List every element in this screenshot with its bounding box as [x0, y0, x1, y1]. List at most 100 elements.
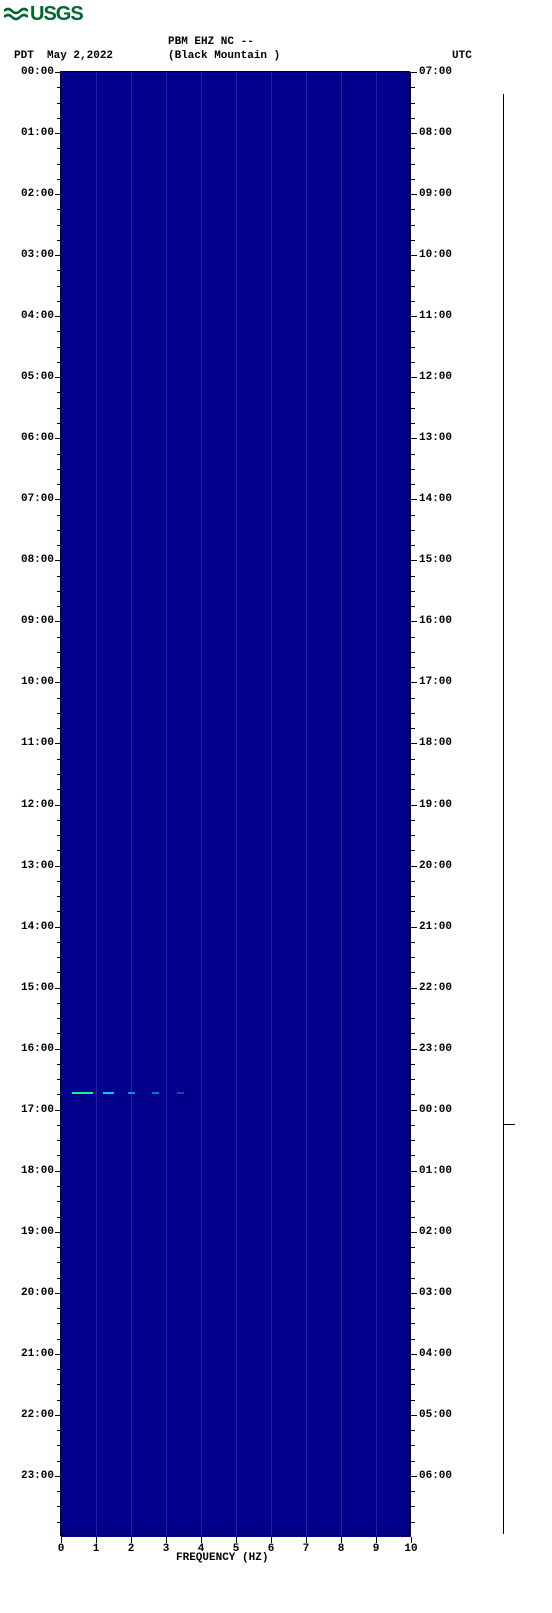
y-minor-tick-right	[411, 87, 415, 88]
y-minor-tick-right	[411, 469, 415, 470]
y-tick-left	[55, 1232, 61, 1233]
y-label-left: 15:00	[8, 982, 54, 994]
y-minor-tick-left	[57, 1262, 61, 1263]
y-minor-tick-right	[411, 942, 415, 943]
y-tick-right	[411, 316, 417, 317]
y-minor-tick-left	[57, 728, 61, 729]
signal-trace	[128, 1092, 135, 1094]
freq-gridline	[271, 72, 272, 1537]
y-minor-tick-left	[57, 1400, 61, 1401]
y-minor-tick-right	[411, 972, 415, 973]
y-minor-tick-right	[411, 103, 415, 104]
y-minor-tick-left	[57, 1506, 61, 1507]
y-minor-tick-right	[411, 759, 415, 760]
y-tick-left	[55, 621, 61, 622]
x-label: 7	[296, 1543, 316, 1555]
y-minor-tick-left	[57, 698, 61, 699]
y-label-left: 20:00	[8, 1287, 54, 1299]
y-minor-tick-right	[411, 1262, 415, 1263]
usgs-logo: USGS	[0, 0, 552, 24]
y-minor-tick-right	[411, 728, 415, 729]
y-tick-left	[55, 499, 61, 500]
freq-gridline	[236, 72, 237, 1537]
y-tick-left	[55, 1171, 61, 1172]
y-minor-tick-left	[57, 1491, 61, 1492]
freq-gridline	[201, 72, 202, 1537]
y-label-right: 05:00	[419, 1409, 452, 1421]
y-label-right: 06:00	[419, 1470, 452, 1482]
y-minor-tick-left	[57, 301, 61, 302]
y-minor-tick-right	[411, 423, 415, 424]
y-label-left: 13:00	[8, 860, 54, 872]
y-tick-left	[55, 927, 61, 928]
y-tick-left	[55, 988, 61, 989]
y-label-left: 07:00	[8, 493, 54, 505]
y-label-left: 16:00	[8, 1043, 54, 1055]
y-tick-left	[55, 377, 61, 378]
y-minor-tick-right	[411, 667, 415, 668]
y-label-right: 20:00	[419, 860, 452, 872]
y-minor-tick-right	[411, 240, 415, 241]
y-minor-tick-right	[411, 774, 415, 775]
signal-trace	[103, 1092, 114, 1094]
x-label: 4	[191, 1543, 211, 1555]
y-minor-tick-left	[57, 530, 61, 531]
y-minor-tick-left	[57, 454, 61, 455]
y-minor-tick-right	[411, 576, 415, 577]
y-tick-right	[411, 1476, 417, 1477]
y-minor-tick-right	[411, 545, 415, 546]
y-tick-right	[411, 438, 417, 439]
y-label-right: 03:00	[419, 1287, 452, 1299]
y-minor-tick-left	[57, 1064, 61, 1065]
y-tick-left	[55, 194, 61, 195]
y-label-right: 04:00	[419, 1348, 452, 1360]
y-minor-tick-right	[411, 408, 415, 409]
signal-trace	[152, 1092, 159, 1094]
y-minor-tick-left	[57, 1278, 61, 1279]
y-label-right: 22:00	[419, 982, 452, 994]
y-minor-tick-left	[57, 1155, 61, 1156]
plot-area	[61, 72, 411, 1537]
y-label-right: 10:00	[419, 249, 452, 261]
y-label-left: 12:00	[8, 799, 54, 811]
y-label-right: 15:00	[419, 554, 452, 566]
y-minor-tick-left	[57, 881, 61, 882]
y-minor-tick-left	[57, 392, 61, 393]
y-label-left: 04:00	[8, 310, 54, 322]
y-tick-left	[55, 1049, 61, 1050]
chart-date: May 2,2022	[47, 50, 113, 62]
y-minor-tick-right	[411, 957, 415, 958]
y-minor-tick-left	[57, 1003, 61, 1004]
y-minor-tick-right	[411, 637, 415, 638]
y-minor-tick-left	[57, 850, 61, 851]
y-tick-left	[55, 1415, 61, 1416]
y-minor-tick-left	[57, 1461, 61, 1462]
y-tick-right	[411, 1049, 417, 1050]
y-minor-tick-left	[57, 469, 61, 470]
y-tick-right	[411, 1293, 417, 1294]
y-tick-right	[411, 194, 417, 195]
y-minor-tick-left	[57, 240, 61, 241]
y-minor-tick-left	[57, 1186, 61, 1187]
x-label: 0	[51, 1543, 71, 1555]
y-minor-tick-left	[57, 118, 61, 119]
y-tick-right	[411, 621, 417, 622]
y-minor-tick-right	[411, 270, 415, 271]
y-minor-tick-left	[57, 331, 61, 332]
y-minor-tick-left	[57, 606, 61, 607]
y-minor-tick-right	[411, 1079, 415, 1080]
axis-frame	[60, 71, 410, 1536]
y-label-right: 01:00	[419, 1165, 452, 1177]
y-label-right: 12:00	[419, 371, 452, 383]
y-minor-tick-left	[57, 911, 61, 912]
y-tick-right	[411, 1171, 417, 1172]
y-minor-tick-right	[411, 148, 415, 149]
y-minor-tick-left	[57, 820, 61, 821]
y-minor-tick-right	[411, 164, 415, 165]
y-minor-tick-right	[411, 1018, 415, 1019]
y-tick-right	[411, 743, 417, 744]
y-minor-tick-left	[57, 774, 61, 775]
right-reference-bar	[503, 94, 504, 1534]
y-minor-tick-left	[57, 713, 61, 714]
y-minor-tick-right	[411, 789, 415, 790]
